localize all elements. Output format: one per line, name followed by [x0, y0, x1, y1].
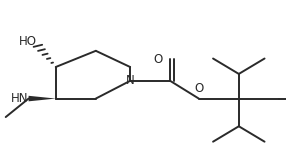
Text: N: N: [126, 74, 134, 87]
Polygon shape: [29, 96, 56, 101]
Text: HO: HO: [19, 35, 37, 48]
Text: O: O: [154, 53, 163, 66]
Text: HN: HN: [11, 92, 29, 105]
Text: O: O: [194, 82, 203, 95]
